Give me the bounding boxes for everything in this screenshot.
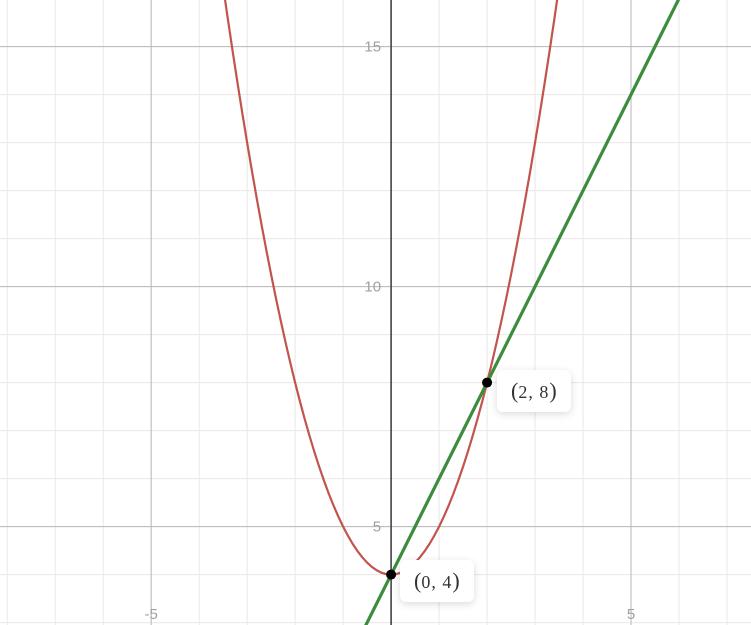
label-1-close: ) [549,378,556,403]
label-0-close: ) [452,568,459,593]
point-label-1: (2, 8) [497,370,571,412]
svg-text:-5: -5 [144,606,157,623]
chart-container: -5 5 5 10 15 (0, 4) (2, 8) [0,0,751,625]
point-label-0: (0, 4) [400,560,474,602]
svg-text:5: 5 [627,606,635,623]
svg-text:5: 5 [373,519,381,536]
chart-svg: -5 5 5 10 15 [0,0,751,625]
point-1 [482,378,492,388]
svg-text:10: 10 [364,279,381,296]
label-1-coords: 2, 8 [518,382,549,402]
point-0 [386,570,396,580]
svg-text:15: 15 [364,39,381,56]
label-0-coords: 0, 4 [421,572,452,592]
